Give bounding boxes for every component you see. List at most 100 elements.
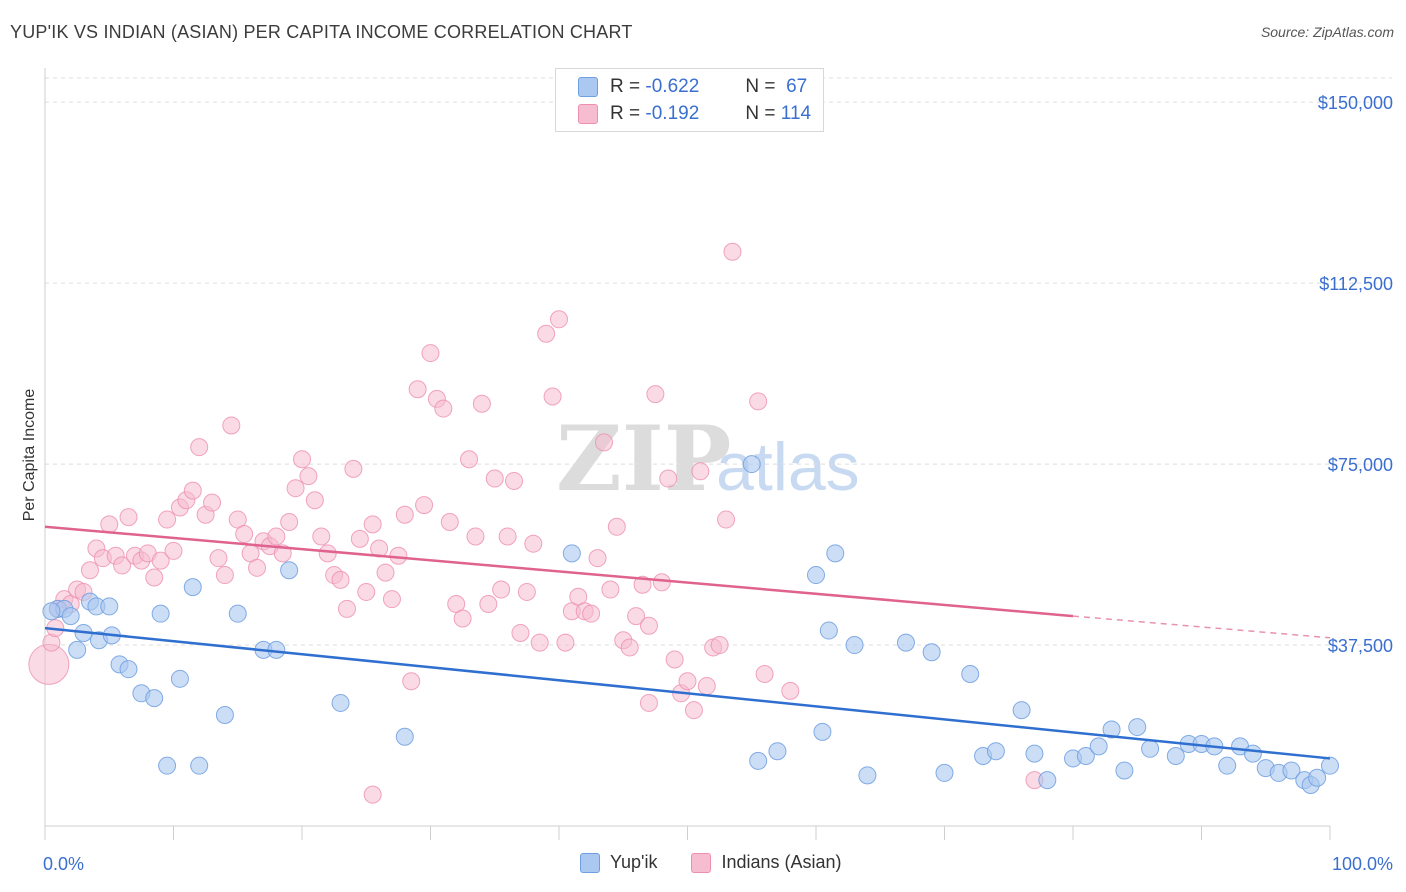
indian-point	[781, 681, 800, 700]
indian-point	[286, 479, 305, 498]
indian-point	[350, 529, 369, 548]
indian-point	[100, 515, 119, 534]
indian-point	[749, 392, 768, 411]
yupik-point	[61, 607, 80, 626]
yupik-point	[151, 604, 170, 623]
y-tick-label: $75,000	[1328, 455, 1393, 475]
indian-point	[684, 701, 703, 720]
legend-item-indian: Indians (Asian)	[691, 852, 842, 873]
yupik-point	[858, 766, 877, 785]
indian-point	[440, 512, 459, 531]
yupik-point	[395, 727, 414, 746]
indian-point	[222, 416, 241, 435]
yupik-point	[280, 561, 299, 580]
n-label: N =	[745, 76, 776, 97]
indian-point	[382, 590, 401, 609]
indian-points	[28, 242, 1044, 804]
indian-point	[402, 672, 421, 691]
indian-point	[293, 450, 311, 469]
yupik-point	[922, 643, 941, 662]
indian-point	[80, 561, 99, 580]
indian-legend-swatch	[691, 852, 712, 873]
y-tick-label: $112,500	[1319, 274, 1393, 294]
yupik-point	[845, 636, 864, 655]
indian-point	[607, 517, 626, 536]
watermark-atlas: atlas	[716, 429, 860, 505]
r-label: R =	[610, 103, 641, 124]
x-tick-label-max: 100.0%	[1332, 854, 1393, 874]
yupik-point	[42, 602, 61, 621]
yupik-point	[562, 544, 581, 563]
indian-point	[492, 580, 511, 599]
indian-point	[273, 544, 292, 563]
indian-point	[530, 633, 549, 652]
yupik-point	[961, 664, 980, 683]
indian-point	[164, 541, 183, 560]
legend-label-indian: Indians (Asian)	[721, 852, 842, 872]
legend-item-yupik: Yup'ik	[580, 852, 657, 873]
indian-trend-line	[44, 525, 1074, 618]
yupik-point	[1076, 747, 1095, 766]
yupik-point	[331, 693, 350, 712]
indian-point	[697, 677, 716, 696]
indian-point	[620, 638, 639, 657]
indian-point	[556, 633, 575, 652]
indian-point	[305, 491, 324, 510]
indian-point	[485, 469, 504, 488]
yupik-point	[896, 633, 915, 652]
indian-point	[209, 549, 228, 568]
indian-point	[678, 672, 697, 691]
yupik-point	[158, 756, 177, 775]
yupik-point	[215, 706, 234, 725]
indian-point	[145, 568, 164, 587]
y-tick-label: $150,000	[1318, 93, 1393, 113]
chart-title: YUP'IK VS INDIAN (ASIAN) PER CAPITA INCO…	[10, 22, 633, 42]
indian-point	[318, 544, 337, 563]
yupik-point	[826, 544, 845, 563]
r-label: R =	[610, 76, 641, 97]
indian-point	[119, 508, 138, 527]
indian-point	[646, 385, 665, 404]
r-value: -0.192	[645, 103, 700, 124]
indian-point	[550, 310, 568, 329]
indian-point	[691, 462, 710, 481]
indian-point	[190, 438, 209, 457]
indian-point	[203, 493, 222, 512]
yupik-point	[228, 604, 247, 623]
indian-point	[312, 527, 331, 546]
indian-point	[505, 471, 524, 490]
indian-point	[363, 785, 382, 804]
yupik-swatch	[578, 77, 598, 97]
legend-row-indian: R = -0.192 N = 114	[578, 103, 811, 125]
indian-point	[755, 664, 774, 683]
indian-point	[376, 563, 395, 582]
indian-point	[537, 324, 556, 343]
indian-point	[524, 534, 543, 553]
yupik-point	[1218, 756, 1237, 775]
legend-row-yupik: R = -0.622 N = 67	[578, 76, 807, 98]
yupik-point	[1308, 768, 1327, 787]
yupik-point	[1321, 756, 1339, 775]
indian-point	[158, 510, 177, 529]
yupik-points	[42, 455, 1339, 794]
indian-point	[113, 556, 132, 575]
yupik-trend-line	[44, 626, 1331, 760]
series-legend: Yup'ik Indians (Asian)	[580, 852, 876, 873]
indian-point	[652, 573, 671, 592]
yupik-point	[742, 455, 761, 474]
indian-point	[344, 459, 363, 478]
indian-swatch	[578, 104, 598, 124]
indian-point	[665, 650, 684, 669]
indian-point	[472, 394, 491, 413]
indian-point	[415, 496, 434, 515]
yupik-point	[1141, 739, 1160, 758]
indian-point	[717, 510, 736, 529]
indian-point	[498, 527, 517, 546]
indian-point	[363, 515, 382, 534]
yupik-point	[1166, 747, 1185, 766]
indian-point	[639, 616, 658, 635]
indian-point	[543, 387, 562, 406]
indian-point	[395, 505, 414, 524]
yupik-point	[1128, 718, 1147, 737]
